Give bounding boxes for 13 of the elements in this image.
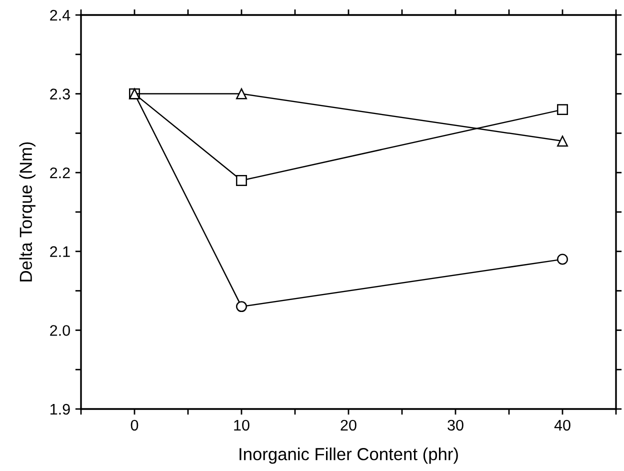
x-tick-label: 20 bbox=[340, 420, 356, 431]
y-tick-label: 2.4 bbox=[50, 10, 70, 21]
x-tick-label: 40 bbox=[554, 420, 570, 431]
x-tick-label: 30 bbox=[448, 420, 464, 431]
x-tick-label: 0 bbox=[130, 420, 138, 431]
y-axis-title: Delta Torque (Nm) bbox=[19, 142, 36, 282]
x-tick-label: 10 bbox=[234, 420, 250, 431]
y-tick-label: 2.0 bbox=[50, 325, 70, 336]
x-axis-title: Inorganic Filler Content (phr) bbox=[240, 448, 458, 464]
y-tick-label: 2.1 bbox=[50, 246, 70, 257]
y-tick-label: 1.9 bbox=[50, 404, 70, 415]
y-tick-label: 2.2 bbox=[50, 167, 70, 178]
y-tick-label: 2.3 bbox=[50, 88, 70, 100]
